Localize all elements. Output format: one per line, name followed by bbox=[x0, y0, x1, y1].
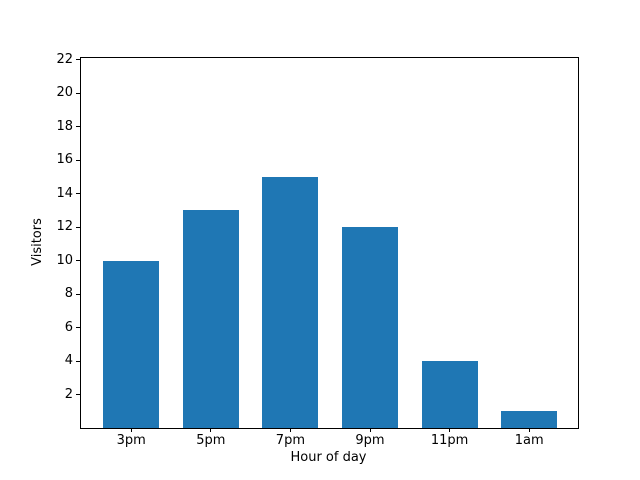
y-tick-mark bbox=[76, 226, 80, 228]
x-tick-mark bbox=[528, 428, 530, 432]
bar-9pm bbox=[342, 227, 398, 428]
x-tick-mark bbox=[449, 428, 451, 432]
y-tick-label: 2 bbox=[64, 386, 73, 402]
y-tick-label: 12 bbox=[56, 219, 73, 235]
bar-11pm bbox=[421, 361, 478, 428]
y-tick-label: 10 bbox=[56, 252, 73, 268]
y-tick-mark bbox=[76, 59, 80, 61]
x-tick-label: 3pm bbox=[116, 433, 146, 448]
y-tick-label: 8 bbox=[64, 286, 73, 302]
y-tick-label: 14 bbox=[56, 185, 73, 201]
x-tick-label: 9pm bbox=[355, 433, 385, 448]
y-tick-mark bbox=[76, 193, 80, 195]
y-tick-mark bbox=[76, 159, 80, 161]
bar-1am bbox=[501, 411, 558, 428]
y-tick-mark bbox=[76, 327, 80, 329]
x-tick-mark bbox=[210, 428, 212, 432]
x-tick-mark bbox=[369, 428, 371, 432]
bar-7pm bbox=[262, 176, 319, 428]
y-tick-label: 20 bbox=[56, 85, 73, 101]
y-tick-label: 22 bbox=[56, 51, 73, 67]
bar-5pm bbox=[182, 210, 239, 428]
y-axis-label: Visitors bbox=[30, 218, 45, 266]
y-tick-mark bbox=[76, 360, 80, 362]
x-axis-label: Hour of day bbox=[290, 450, 367, 465]
y-tick-mark bbox=[76, 293, 80, 295]
x-tick-mark bbox=[130, 428, 132, 432]
y-tick-label: 16 bbox=[56, 152, 73, 168]
y-tick-mark bbox=[76, 260, 80, 262]
y-tick-label: 18 bbox=[56, 118, 73, 134]
x-tick-label: 11pm bbox=[430, 433, 469, 448]
y-tick-mark bbox=[76, 126, 80, 128]
bar-3pm bbox=[103, 260, 160, 428]
x-tick-mark bbox=[289, 428, 291, 432]
y-tick-mark bbox=[76, 92, 80, 94]
x-tick-label: 7pm bbox=[275, 433, 305, 448]
y-tick-mark bbox=[76, 394, 80, 396]
y-tick-label: 4 bbox=[64, 353, 73, 369]
y-tick-label: 6 bbox=[64, 319, 73, 335]
plot-area: 2 4 6 8 10 12 14 16 18 20 22 3pm 5pm 7pm 9pm 11pm 1am bbox=[56, 52, 579, 448]
x-tick-label: 1am bbox=[514, 433, 544, 448]
x-tick-label: 5pm bbox=[196, 433, 226, 448]
